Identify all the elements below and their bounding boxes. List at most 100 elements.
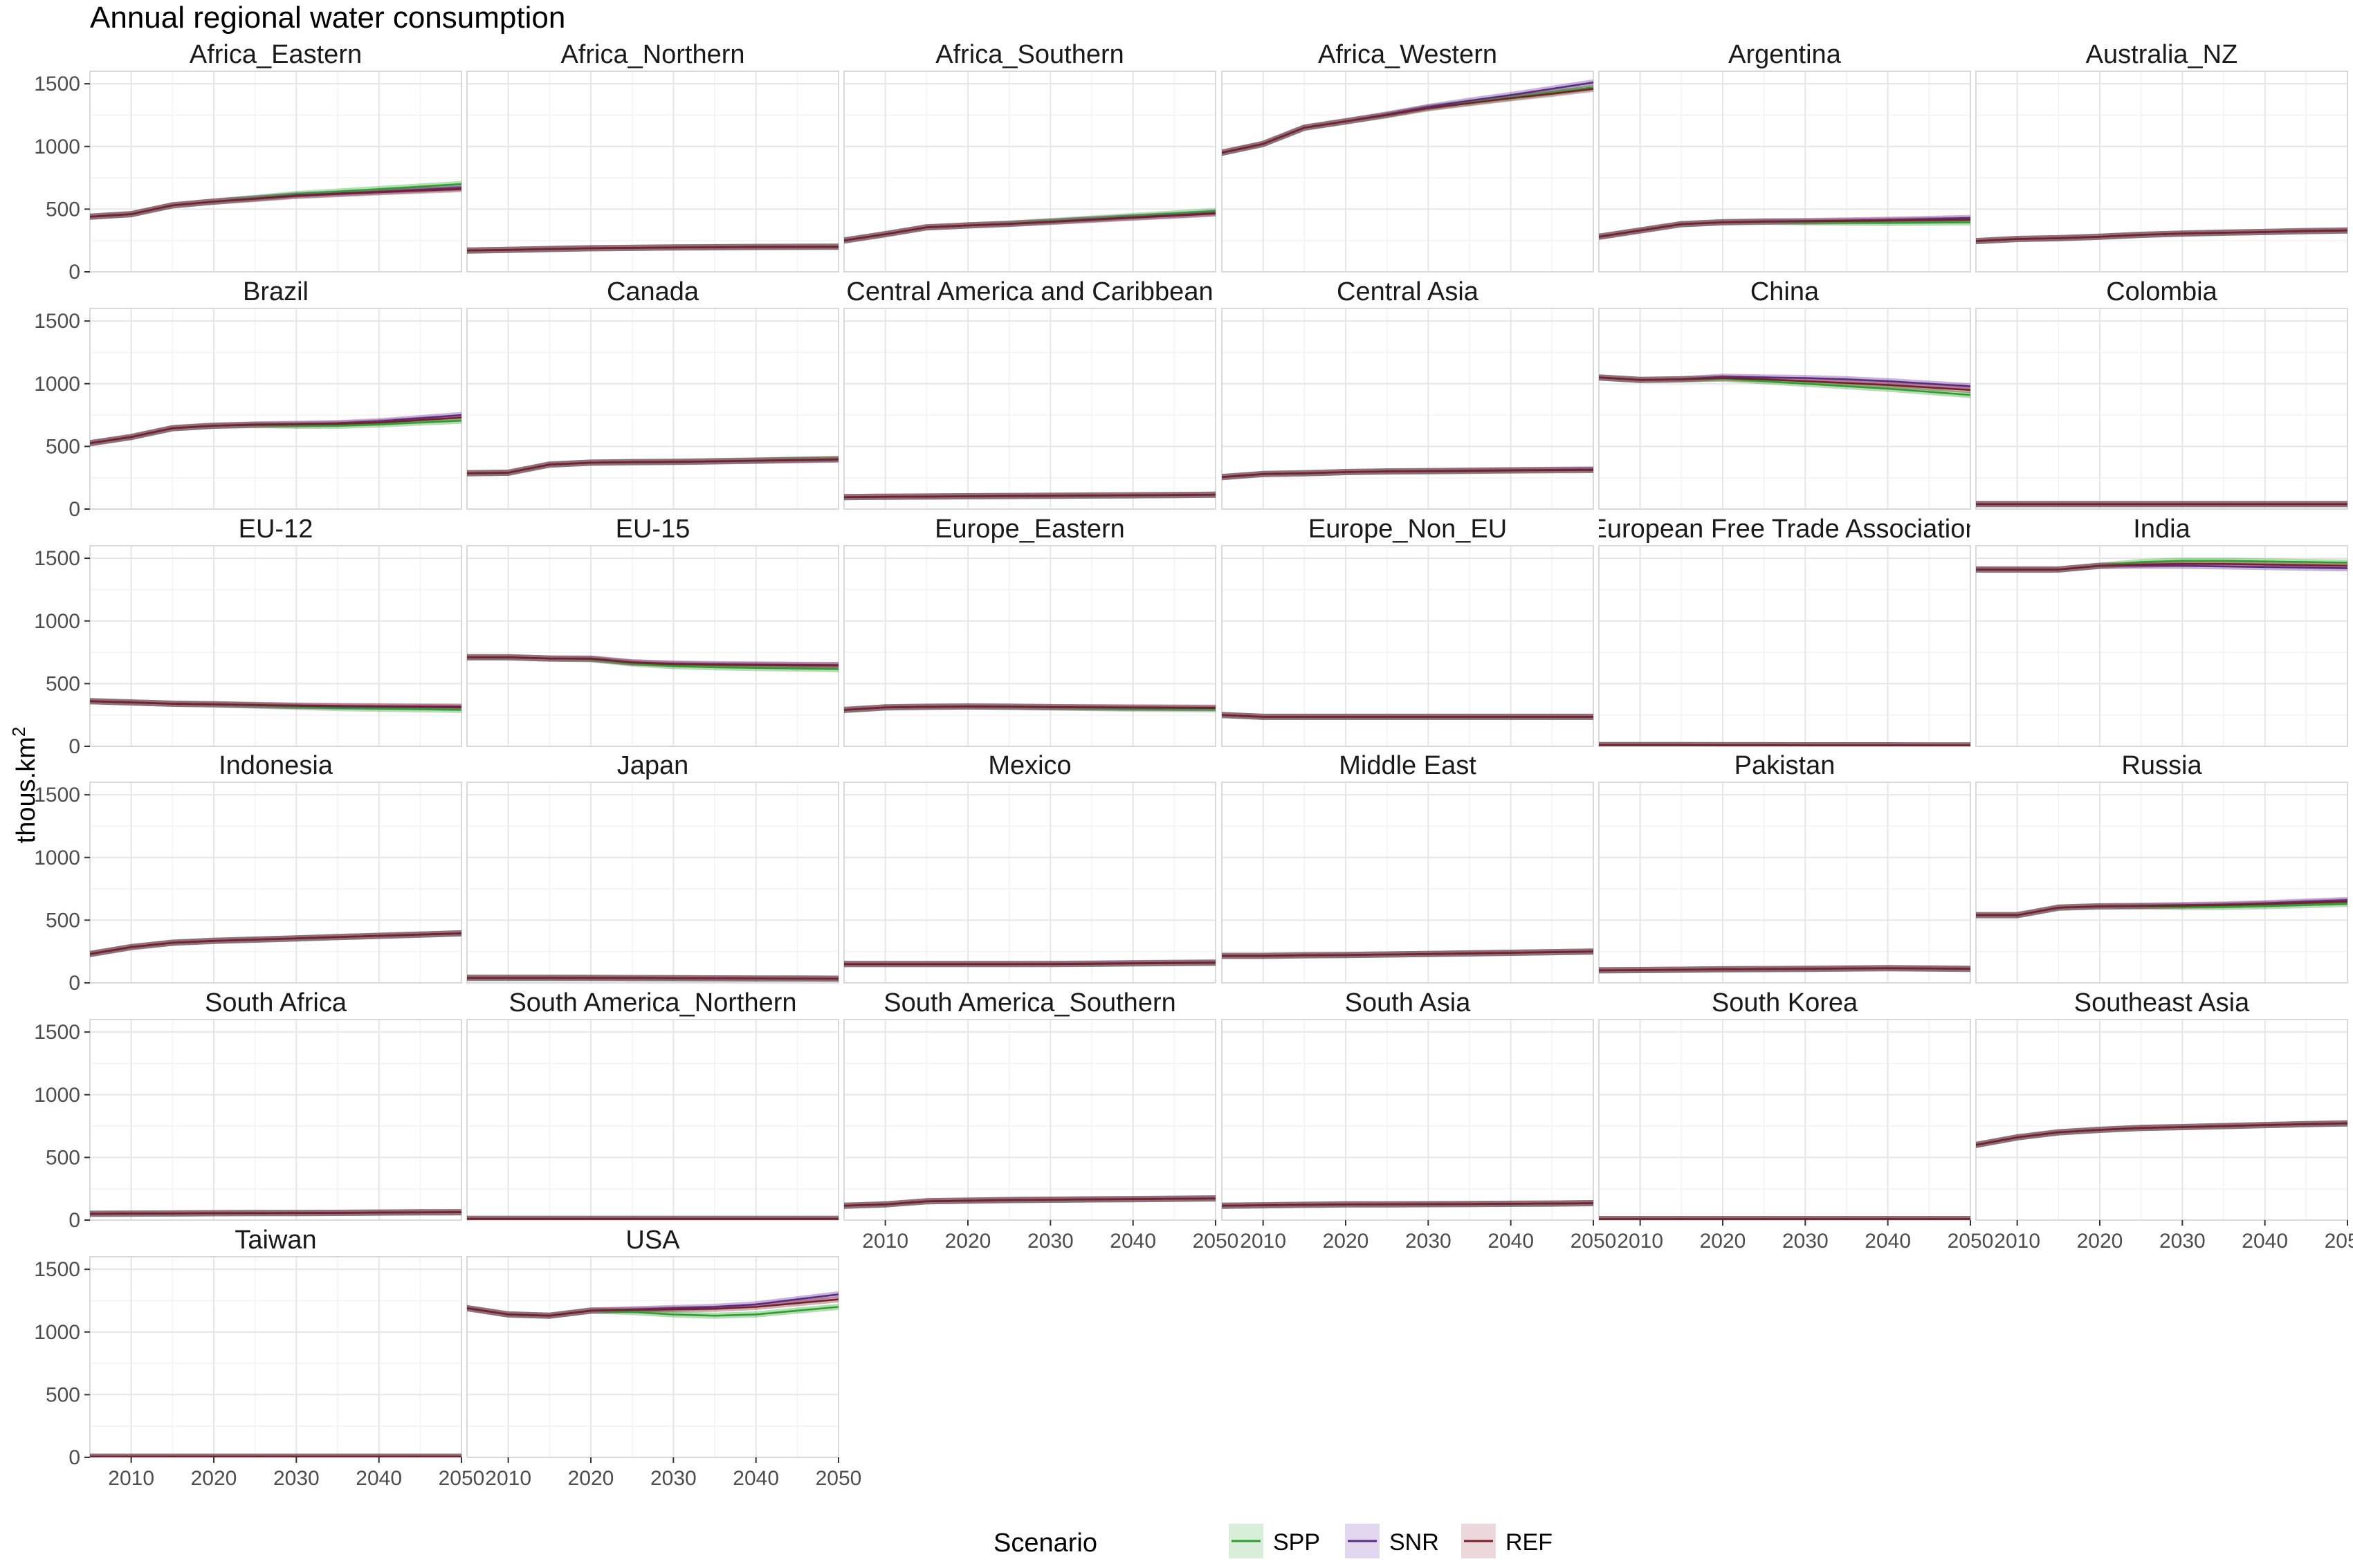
panel-border	[1221, 308, 1594, 510]
series-group	[90, 412, 461, 447]
series-group	[1599, 965, 1970, 974]
facet-panel: Australia_NZ	[1975, 40, 2348, 273]
panel-border	[1221, 1019, 1594, 1221]
panel-border	[89, 308, 462, 510]
series-line-ref	[844, 493, 1216, 499]
panel-border	[466, 1019, 839, 1221]
facet-strip-label: Africa_Northern	[560, 40, 744, 69]
facet-strip-label: Central America and Caribbean	[846, 277, 1213, 306]
series-line-ref	[90, 188, 461, 218]
series-band-ref	[90, 930, 461, 957]
facet-panel: EU-12 0 500 1000 1500	[34, 515, 462, 758]
facet-strip-label: Canada	[607, 277, 699, 306]
y-tick-label: 1500	[34, 310, 80, 333]
x-tick-label: 2020	[568, 1467, 614, 1490]
panel-border	[1975, 1019, 2348, 1221]
panel-border	[89, 545, 462, 747]
facet-panel: Europe_Non_EU	[1221, 515, 1594, 747]
facet-panel: Central Asia	[1221, 277, 1594, 510]
panel-border	[466, 308, 839, 510]
facet-strip-label: Australia_NZ	[2086, 40, 2238, 69]
panel-border	[1221, 545, 1594, 747]
panel-border	[466, 1256, 839, 1458]
x-tick-label: 2050	[2325, 1230, 2353, 1253]
series-line-ref	[90, 932, 461, 955]
panel-border	[1598, 782, 1971, 984]
x-tick-label: 2040	[1865, 1230, 1911, 1253]
series-group	[467, 1291, 839, 1319]
series-group	[1976, 1120, 2347, 1148]
facet-strip-label: European Free Trade Association	[1589, 515, 1979, 544]
series-group	[1222, 466, 1593, 481]
series-line-snr	[90, 414, 461, 445]
x-tick-label: 2030	[1405, 1230, 1452, 1253]
y-axis-title: thous.km2	[8, 727, 41, 844]
series-line-ref	[1599, 744, 1970, 746]
series-group	[467, 456, 839, 477]
series-group	[844, 207, 1216, 244]
facet-strip-label: Middle East	[1339, 751, 1476, 780]
panel-border	[1598, 545, 1971, 747]
y-tick-label: 0	[68, 735, 80, 758]
facet-strip-label: Southeast Asia	[2074, 988, 2250, 1017]
facet-panel: European Free Trade Association	[1589, 515, 1979, 747]
facet-panels: Africa_Eastern 0 500 1000 1500 Africa_Norther…	[34, 40, 2353, 1490]
facet-strip-label: South Korea	[1712, 988, 1858, 1017]
facet-strip-label: USA	[625, 1226, 680, 1255]
x-tick-label: 2050	[1193, 1230, 1239, 1253]
series-line-ref	[844, 961, 1216, 966]
series-line-ref	[1222, 714, 1593, 718]
facet-panel: South America_Northern	[466, 988, 839, 1221]
x-tick-label: 2040	[356, 1467, 402, 1490]
y-tick-label: 500	[46, 672, 80, 695]
x-tick-label: 2020	[1323, 1230, 1369, 1253]
facet-panel: Colombia	[1975, 277, 2348, 510]
facet-strip-label: EU-15	[616, 515, 690, 544]
legend-entry-snr: SNR	[1345, 1524, 1439, 1558]
facet-panel: USA 2010 2020 2030 2040 2050	[466, 1226, 861, 1490]
panel-border	[1975, 71, 2348, 273]
x-tick-label: 2040	[733, 1467, 779, 1490]
x-tick-label: 2040	[2242, 1230, 2288, 1253]
series-group	[90, 698, 461, 713]
series-line-ref	[1222, 469, 1593, 479]
facet-strip-label: Mexico	[988, 751, 1071, 780]
x-tick-label: 2040	[1487, 1230, 1534, 1253]
facet-panel: Indonesia 0 500 1000 1500	[34, 751, 462, 995]
x-tick-label: 2030	[2159, 1230, 2206, 1253]
facet-panel: Africa_Southern	[843, 40, 1216, 273]
facet-panel: Africa_Northern	[466, 40, 839, 273]
facet-strip-label: Pakistan	[1734, 751, 1835, 780]
legend-entry-ref: REF	[1461, 1524, 1553, 1558]
x-tick-label: 2010	[1994, 1230, 2040, 1253]
y-tick-label: 1000	[34, 136, 80, 158]
series-line-ref	[90, 1211, 461, 1215]
facet-panel: Pakistan	[1598, 751, 1971, 984]
panel-border	[843, 308, 1216, 510]
y-tick-label: 1500	[34, 547, 80, 570]
series-line-ref	[844, 212, 1216, 241]
series-group	[90, 1209, 461, 1217]
panel-border	[89, 1019, 462, 1221]
facet-strip-label: EU-12	[239, 515, 313, 544]
panel-border	[1975, 782, 2348, 984]
facet-panel: EU-15	[466, 515, 839, 747]
x-tick-label: 2030	[650, 1467, 697, 1490]
panel-border	[89, 782, 462, 984]
series-line-ref	[1222, 1202, 1593, 1207]
series-group	[1599, 373, 1970, 398]
legend-title: Scenario	[994, 1529, 1097, 1558]
facet-strip-label: Brazil	[243, 277, 309, 306]
facet-panel: Southeast Asia 2010 2020 2030 2040 2050	[1975, 988, 2353, 1253]
series-group	[1976, 896, 2347, 919]
series-line-ref	[1599, 219, 1970, 238]
facet-strip-label: Africa_Eastern	[190, 40, 362, 69]
series-line-ref	[1976, 1122, 2347, 1146]
facet-panel: Canada	[466, 277, 839, 510]
series-line-ref	[1599, 376, 1970, 391]
facet-strip-label: Africa_Western	[1318, 40, 1497, 69]
series-group	[467, 975, 839, 982]
facet-panel: Argentina	[1598, 40, 1971, 273]
panel-border	[466, 545, 839, 747]
panel-border	[843, 1019, 1216, 1221]
